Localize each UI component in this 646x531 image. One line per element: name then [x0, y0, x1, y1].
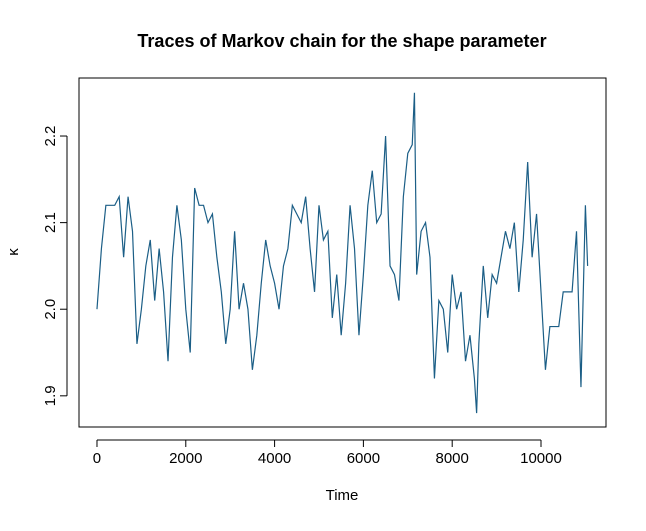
chart-title: Traces of Markov chain for the shape par…	[137, 31, 546, 51]
x-tick-label: 4000	[258, 450, 291, 467]
y-tick-label: 2.0	[42, 299, 59, 320]
plot-frame	[78, 77, 607, 428]
x-tick-label: 2000	[169, 450, 202, 467]
x-axis-label: Time	[326, 487, 359, 504]
x-tick-label: 10000	[520, 450, 562, 467]
y-tick-label: 2.1	[42, 212, 59, 233]
x-tick-label: 0	[93, 450, 101, 467]
y-tick-label: 1.9	[42, 385, 59, 406]
x-tick-label: 6000	[347, 450, 380, 467]
trace-line	[96, 92, 589, 414]
x-tick-label: 8000	[436, 450, 469, 467]
y-tick-label: 2.2	[42, 126, 59, 147]
y-axis-label: κ	[5, 248, 22, 256]
